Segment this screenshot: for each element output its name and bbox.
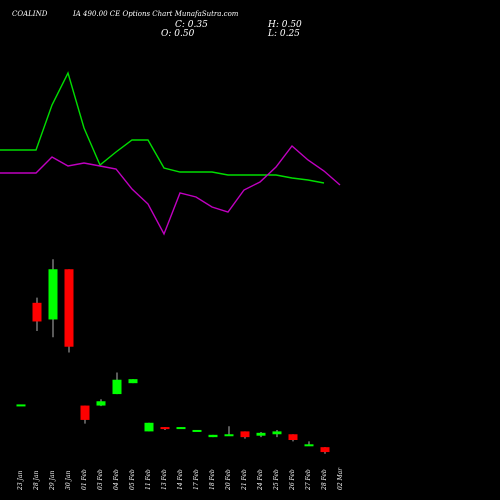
candle-body [208, 434, 218, 438]
candle-body [160, 427, 170, 430]
x-tick-label: 28 Jan [33, 470, 40, 491]
candle-body [320, 447, 330, 453]
x-tick-label: 11 Feb [145, 469, 152, 490]
x-tick-label: 05 Feb [129, 469, 136, 490]
x-tick-label: 13 Feb [161, 469, 168, 490]
candle-body [144, 422, 154, 432]
candle-body [272, 431, 282, 435]
candle-body [48, 269, 58, 320]
candle-body [224, 434, 234, 437]
ohlc-close-open-label: C: 0.35 [175, 20, 208, 30]
candle-body [32, 302, 42, 322]
x-tick-label: 14 Feb [177, 469, 184, 490]
x-tick-label: 26 Feb [289, 469, 296, 491]
x-tick-label: 04 Feb [113, 469, 120, 490]
candle-body [96, 401, 106, 406]
candle-body [240, 431, 250, 438]
x-tick-label: 23 Jan [17, 470, 24, 491]
chart-subtitle: IA 490.00 CE Options Chart MunafaSutra.c… [73, 10, 239, 18]
indicator-line-magenta [0, 144, 341, 236]
candle-body [128, 379, 138, 384]
candle-body [64, 269, 74, 347]
candle-body [112, 379, 122, 395]
x-tick-label: 02 Mar [337, 467, 344, 490]
x-tick-label: 18 Feb [209, 469, 216, 490]
candle-body [176, 427, 186, 430]
symbol-label: COALIND [12, 10, 48, 18]
x-tick-label: 03 Feb [97, 469, 104, 490]
candle-body [304, 444, 314, 447]
x-tick-label: 24 Feb [257, 469, 264, 491]
ohlc-open-label: O: 0.50 [161, 29, 195, 39]
candle-body [192, 429, 202, 432]
x-tick-label: 01 Feb [81, 469, 88, 490]
x-tick-label: 30 Jan [65, 470, 72, 490]
ohlc-low-label: L: 0.25 [268, 29, 300, 39]
x-tick-label: 28 Feb [321, 469, 328, 491]
x-tick-label: 25 Feb [273, 469, 280, 491]
candle-body [256, 432, 266, 436]
x-tick-label: 27 Feb [305, 469, 312, 491]
x-tick-label: 17 Feb [193, 469, 200, 490]
ohlc-high-label: H: 0.50 [268, 20, 302, 30]
x-tick-label: 29 Jan [49, 470, 56, 491]
x-tick-label: 20 Feb [225, 469, 232, 491]
x-tick-label: 21 Feb [241, 469, 248, 491]
candle-body [288, 434, 298, 440]
candle-body [16, 404, 26, 407]
candle-body [80, 405, 90, 420]
indicator-line-green [0, 71, 325, 184]
